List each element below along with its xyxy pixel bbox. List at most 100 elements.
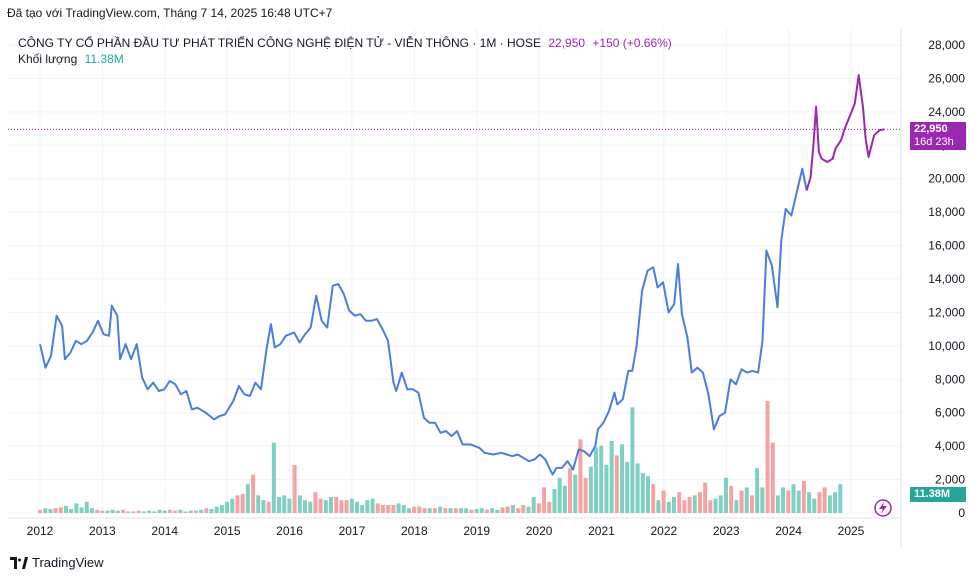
volume-bar: [225, 501, 230, 513]
volume-bar: [713, 498, 718, 513]
volume-bar: [121, 509, 126, 513]
y-tick-label: 16,000: [928, 239, 965, 253]
volume-bar: [141, 511, 146, 513]
volume-bar: [526, 506, 531, 513]
volume-bar: [479, 508, 484, 513]
footer-brand-text: TradingView: [32, 555, 104, 570]
symbol-name: CÔNG TY CỔ PHẦN ĐẦU TƯ PHÁT TRIỂN CÔNG N…: [18, 36, 542, 50]
chart-area[interactable]: 0 2,000 4,000 6,000 8,000 10,000 12,000 14,000 1…: [8, 28, 972, 548]
volume-value: 11.38M: [84, 52, 124, 66]
volume-bar: [375, 503, 380, 513]
volume-bar: [448, 508, 453, 513]
volume-bar: [334, 497, 339, 513]
volume-bar: [349, 498, 354, 513]
volume-bar: [58, 507, 63, 513]
volume-bar: [183, 511, 188, 513]
volume-bar: [557, 477, 562, 513]
volume-bar: [323, 500, 328, 513]
volume-bar: [614, 455, 619, 513]
x-tick-label: 2017: [339, 524, 366, 538]
footer-brand: TradingView: [10, 555, 104, 570]
x-tick-label: 2019: [463, 524, 490, 538]
volume-badge-value: 11.38M: [914, 488, 951, 500]
volume-bar: [74, 503, 79, 513]
volume-bar: [671, 497, 676, 513]
volume-bar: [630, 407, 635, 513]
volume-bar: [692, 495, 697, 513]
y-tick-label: 14,000: [928, 272, 965, 286]
volume-bar: [79, 507, 84, 513]
volume-bar: [666, 501, 671, 513]
volume-bar: [578, 439, 583, 513]
volume-bar: [749, 495, 754, 513]
volume-bar: [734, 500, 739, 513]
volume-bar: [604, 465, 609, 513]
volume-bar: [739, 490, 744, 513]
x-tick-label: 2012: [27, 524, 54, 538]
volume-bar: [495, 509, 500, 513]
volume-bar: [620, 444, 625, 513]
volume-bar: [656, 500, 661, 513]
volume-bar: [697, 492, 702, 513]
y-tick-label: 10,000: [928, 339, 965, 353]
volume-bar: [791, 484, 796, 513]
volume-bar: [521, 505, 526, 513]
volume-bar: [95, 509, 100, 513]
volume-bar: [599, 445, 604, 513]
volume-bar: [505, 506, 510, 513]
volume-bar: [827, 495, 832, 513]
x-tick-label: 2024: [775, 524, 802, 538]
volume-bar: [469, 509, 474, 513]
volume-bar: [209, 509, 214, 513]
volume-bar: [199, 509, 204, 513]
volume-bar: [69, 509, 74, 513]
volume-bar: [729, 485, 734, 513]
volume-bar: [173, 510, 178, 513]
volume-bar: [775, 495, 780, 513]
volume-bar: [178, 509, 183, 513]
volume-bar: [723, 477, 728, 513]
volume-bar: [396, 503, 401, 513]
volume-bar: [625, 461, 630, 513]
volume-bar: [115, 510, 120, 513]
volume-bar: [568, 468, 573, 513]
volume-bar: [391, 505, 396, 513]
volume-bar: [370, 498, 375, 513]
volume-bar: [812, 498, 817, 513]
volume-bar: [167, 509, 172, 513]
volume-bar: [386, 505, 391, 513]
y-tick-label: 2,000: [935, 473, 965, 487]
volume-bar: [105, 510, 110, 513]
volume-bar: [245, 484, 250, 513]
volume-bar: [292, 465, 297, 513]
y-tick-label: 4,000: [935, 439, 965, 453]
publish-note: Đã tạo với TradingView.com, Tháng 7 14, …: [7, 6, 333, 20]
volume-bar: [464, 508, 469, 513]
volume-bar: [703, 482, 708, 513]
volume-bar: [588, 466, 593, 513]
volume-bar: [266, 501, 271, 513]
volume-bar: [235, 495, 240, 513]
volume-bar: [188, 510, 193, 513]
volume-bar: [251, 474, 256, 513]
x-tick-label: 2018: [401, 524, 428, 538]
volume-bar: [807, 492, 812, 513]
volume-bar: [594, 447, 599, 513]
volume-bar: [458, 508, 463, 513]
volume-bar: [744, 487, 749, 513]
x-tick-label: 2020: [526, 524, 553, 538]
volume-bar: [453, 508, 458, 513]
volume-bar: [308, 501, 313, 513]
volume-bar: [661, 490, 666, 513]
volume-bar: [256, 495, 261, 513]
volume-bar: [204, 508, 209, 513]
volume-bar: [219, 505, 224, 513]
volume-bar: [339, 500, 344, 513]
volume-bar: [786, 490, 791, 513]
volume-bar: [354, 501, 359, 513]
volume-bar: [152, 511, 157, 513]
tradingview-logo-icon: [10, 556, 28, 569]
price-chart-svg[interactable]: 0 2,000 4,000 6,000 8,000 10,000 12,000 14,000 1…: [8, 28, 972, 548]
legend-symbol-row: CÔNG TY CỔ PHẦN ĐẦU TƯ PHÁT TRIỂN CÔNG N…: [18, 36, 672, 50]
volume-bar: [640, 473, 645, 513]
